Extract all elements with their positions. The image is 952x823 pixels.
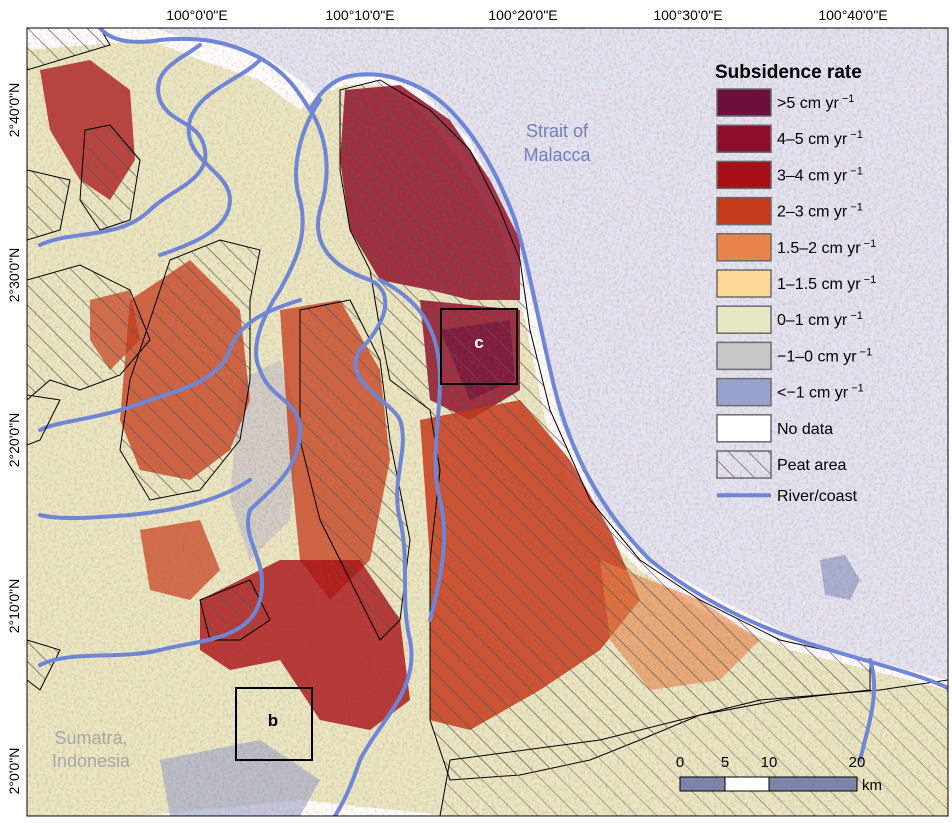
- legend-items: >5 cm yr −1 4–5 cm yr −1 3–4 cm yr −1 2–3 c…: [716, 88, 876, 505]
- legend-swatch: [716, 450, 772, 479]
- legend-swatch: [716, 196, 772, 226]
- legend-swatch: [716, 124, 772, 153]
- legend-label: 3–4 cm yr −1: [777, 165, 863, 184]
- longitude-labels: 100°0'0"E 100°10'0"E 100°20'0"E 100°30'0…: [166, 7, 887, 23]
- map-frame: [27, 28, 948, 816]
- lat-label: 2°40'0"N: [6, 83, 22, 138]
- legend-label: Peat area: [777, 457, 846, 474]
- legend-swatch: [716, 414, 772, 443]
- lon-label: 100°30'0"E: [653, 7, 722, 23]
- legend-label: >5 cm yr −1: [777, 93, 854, 112]
- legend-swatch: [716, 377, 772, 407]
- scale-tick: 5: [721, 754, 729, 771]
- sea-name-line2: Malacca: [523, 145, 591, 165]
- lat-label: 2°20'0"N: [6, 413, 22, 468]
- lon-label: 100°10'0"E: [325, 7, 394, 23]
- legend-item: >5 cm yr −1: [716, 88, 854, 117]
- inset-box-c[interactable]: c: [440, 308, 518, 385]
- lat-label: 2°10'0"N: [6, 579, 22, 634]
- legend-item: 1–1.5 cm yr −1: [716, 269, 876, 298]
- scale-tick: 20: [849, 754, 866, 771]
- legend-label: <−1 cm yr −1: [777, 383, 864, 402]
- inset-box-b[interactable]: b: [235, 687, 313, 761]
- scale-unit: km: [862, 777, 882, 794]
- sea-name-line1: Strait of: [526, 121, 589, 141]
- legend-label: 2–3 cm yr −1: [777, 202, 863, 221]
- legend-title: Subsidence rate: [715, 62, 862, 83]
- lat-label: 2°30'0"N: [6, 248, 22, 303]
- legend-label: 1.5–2 cm yr −1: [777, 238, 876, 257]
- lon-label: 100°20'0"E: [488, 7, 557, 23]
- legend-item: 4–5 cm yr −1: [716, 124, 863, 153]
- land-name-line2: Indonesia: [52, 751, 131, 771]
- legend-item: −1–0 cm yr −1: [716, 341, 872, 371]
- legend-swatch: [716, 88, 772, 117]
- legend-item: 2–3 cm yr −1: [716, 196, 863, 226]
- lon-label: 100°40'0"E: [818, 7, 887, 23]
- inset-label-b: b: [268, 711, 278, 730]
- legend-label: 0–1 cm yr −1: [777, 310, 863, 329]
- land-name-line1: Sumatra,: [54, 728, 127, 748]
- legend-label: River/coast: [777, 488, 858, 505]
- legend-item: 0–1 cm yr −1: [716, 305, 863, 334]
- legend-label: No data: [777, 421, 833, 438]
- lat-label: 2°0'0"N: [6, 748, 22, 795]
- legend-swatch: [716, 233, 772, 262]
- legend-swatch: [716, 305, 772, 334]
- scale-bar: 0 5 10 20 km: [676, 754, 882, 794]
- legend-label: 1–1.5 cm yr −1: [777, 274, 876, 293]
- legend-item: 3–4 cm yr −1: [716, 160, 863, 190]
- legend: Subsidence rate >5 cm yr −1 4–5 cm yr −1 3…: [715, 62, 876, 505]
- latitude-labels: 2°40'0"N 2°30'0"N 2°20'0"N 2°10'0"N 2°0'…: [6, 83, 22, 795]
- scale-tick: 0: [676, 754, 684, 771]
- legend-label: −1–0 cm yr −1: [777, 346, 872, 365]
- inset-label-c: c: [474, 333, 483, 352]
- legend-label: 4–5 cm yr −1: [777, 129, 863, 148]
- legend-item: Peat area: [716, 450, 846, 479]
- legend-item: 1.5–2 cm yr −1: [716, 233, 876, 262]
- legend-item: River/coast: [717, 488, 858, 505]
- legend-swatch: [716, 341, 772, 371]
- rivers-coast: [38, 28, 948, 816]
- legend-item: <−1 cm yr −1: [716, 377, 864, 407]
- lon-label: 100°0'0"E: [166, 7, 228, 23]
- legend-swatch: [716, 269, 772, 298]
- legend-swatch: [716, 160, 772, 190]
- scale-tick: 10: [761, 754, 778, 771]
- legend-item: No data: [716, 414, 833, 443]
